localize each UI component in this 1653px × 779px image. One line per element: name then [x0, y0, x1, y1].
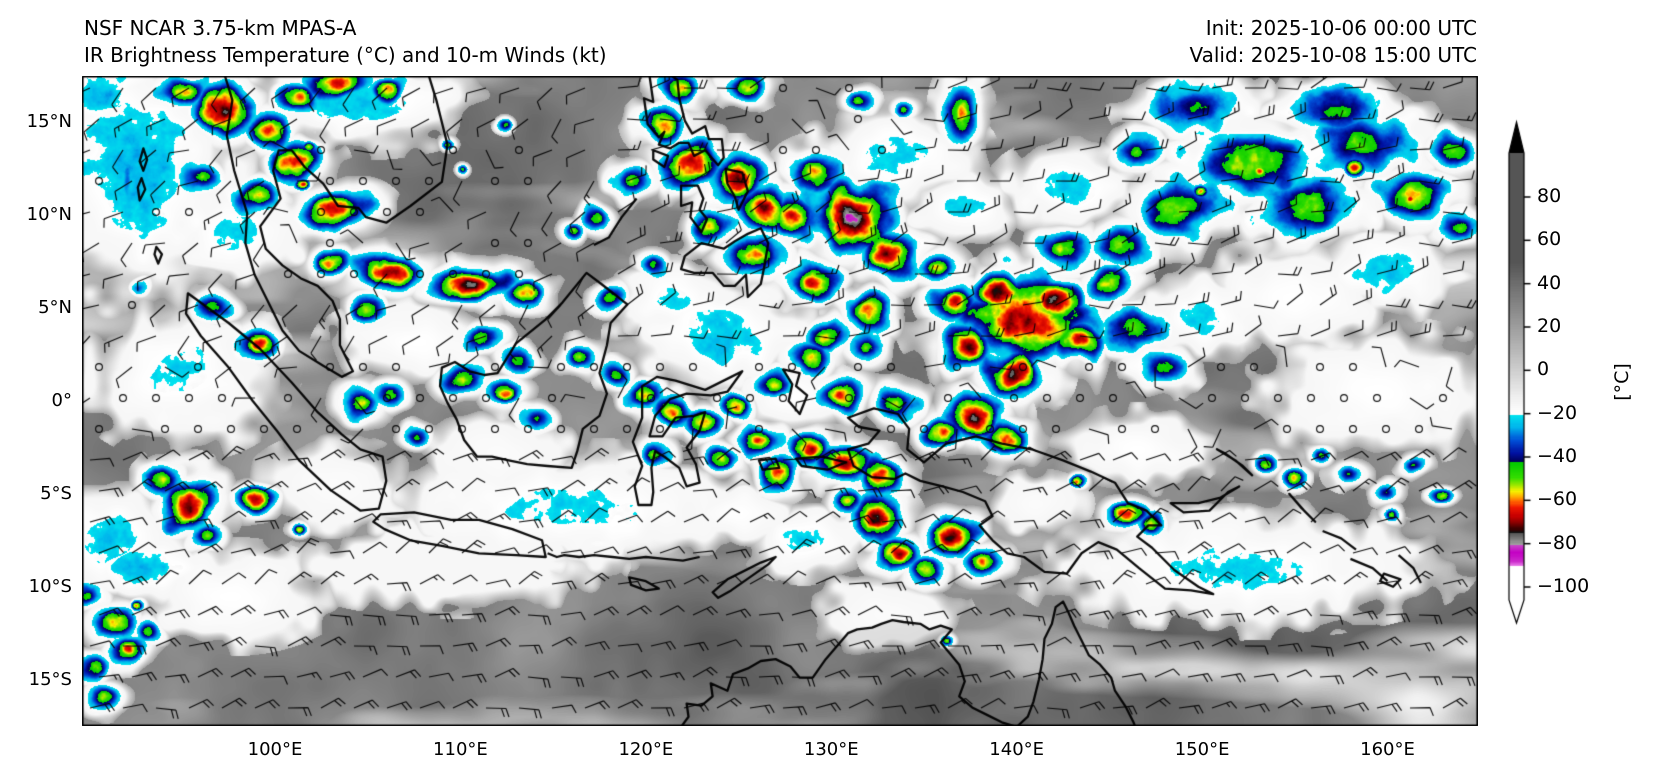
ir-satellite-map-canvas	[82, 76, 1478, 726]
colorbar-tick-label: 80	[1537, 185, 1562, 207]
colorbar-tick-label: 0	[1537, 358, 1550, 381]
colorbar-tick-label: −60	[1537, 488, 1578, 511]
figure-subtitle: IR Brightness Temperature (°C) and 10-m …	[84, 43, 607, 67]
x-tick-label: 100°E	[247, 739, 303, 760]
y-tick-label: 5°S	[40, 482, 72, 504]
x-tick-label: 130°E	[803, 739, 859, 760]
colorbar-tick-label: −80	[1537, 531, 1578, 554]
y-tick-label: 10°N	[26, 204, 72, 226]
colorbar-tick-label: 40	[1537, 271, 1562, 294]
colorbar	[1505, 115, 1539, 630]
figure-title: NSF NCAR 3.75-km MPAS-A	[84, 16, 357, 40]
colorbar-tick-label: 60	[1537, 228, 1562, 251]
y-tick-label: 0°	[51, 390, 72, 411]
x-tick-label: 140°E	[989, 739, 1045, 760]
y-tick-label: 15°S	[28, 668, 72, 690]
init-time-label: Init: 2025-10-06 00:00 UTC	[1205, 16, 1477, 40]
colorbar-tick-label: 20	[1537, 315, 1562, 337]
y-tick-label: 5°N	[38, 297, 72, 319]
colorbar-tick-label: −100	[1537, 575, 1590, 597]
map-area	[82, 76, 1478, 726]
y-tick-label: 15°N	[26, 111, 72, 133]
x-tick-label: 110°E	[433, 739, 488, 760]
x-tick-label: 160°E	[1360, 739, 1415, 760]
valid-time-label: Valid: 2025-10-08 15:00 UTC	[1189, 43, 1477, 67]
colorbar-tick-label: −40	[1537, 445, 1578, 467]
colorbar-units-label: [°C]	[1611, 363, 1633, 401]
y-tick-label: 10°S	[28, 575, 72, 597]
x-tick-label: 120°E	[618, 739, 674, 760]
x-tick-label: 150°E	[1174, 739, 1230, 760]
colorbar-tick-label: −20	[1537, 401, 1578, 424]
